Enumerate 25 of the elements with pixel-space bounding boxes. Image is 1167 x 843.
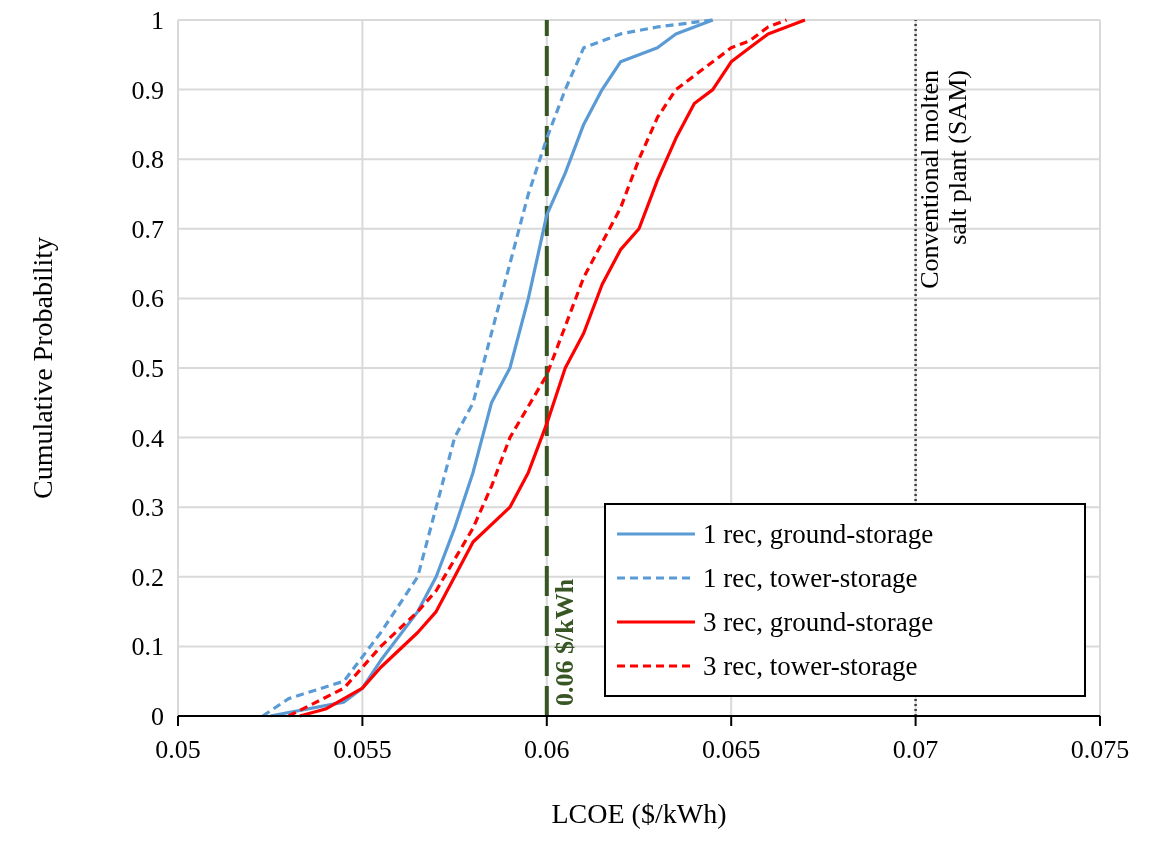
y-tick-label: 0.9 [131,75,164,105]
legend-label: 3 rec, tower-storage [703,651,918,681]
x-axis-title: LCOE ($/kWh) [551,798,727,829]
y-tick-label: 0.2 [131,562,164,592]
legend-label: 1 rec, tower-storage [703,563,918,593]
y-tick-label: 0.6 [131,284,164,314]
y-tick-label: 0.1 [131,632,164,662]
x-tick-label: 0.06 [524,735,570,764]
legend-label: 3 rec, ground-storage [703,607,934,637]
y-tick-label: 0.4 [131,423,164,453]
y-tick-label: 1 [151,6,164,35]
y-tick-label: 0.3 [131,493,164,523]
x-tick-label: 0.065 [701,735,761,764]
y-tick-label: 0.7 [131,214,164,244]
x-tick-label: 0.055 [333,735,392,764]
ref-line-label: Conventional molten salt plant (SAM) [914,70,972,289]
legend-label: 1 rec, ground-storage [703,519,934,549]
ref-line-label: 0.06 $/kWh [549,578,579,706]
y-axis-title: Cumulative Probability [27,236,58,500]
x-tick-label: 0.075 [1070,735,1130,764]
x-tick-label: 0.07 [892,735,939,764]
y-tick-label: 0.8 [131,145,164,175]
y-tick-label: 0 [151,702,164,731]
y-tick-label: 0.5 [131,354,164,383]
x-tick-label: 0.05 [155,735,201,764]
